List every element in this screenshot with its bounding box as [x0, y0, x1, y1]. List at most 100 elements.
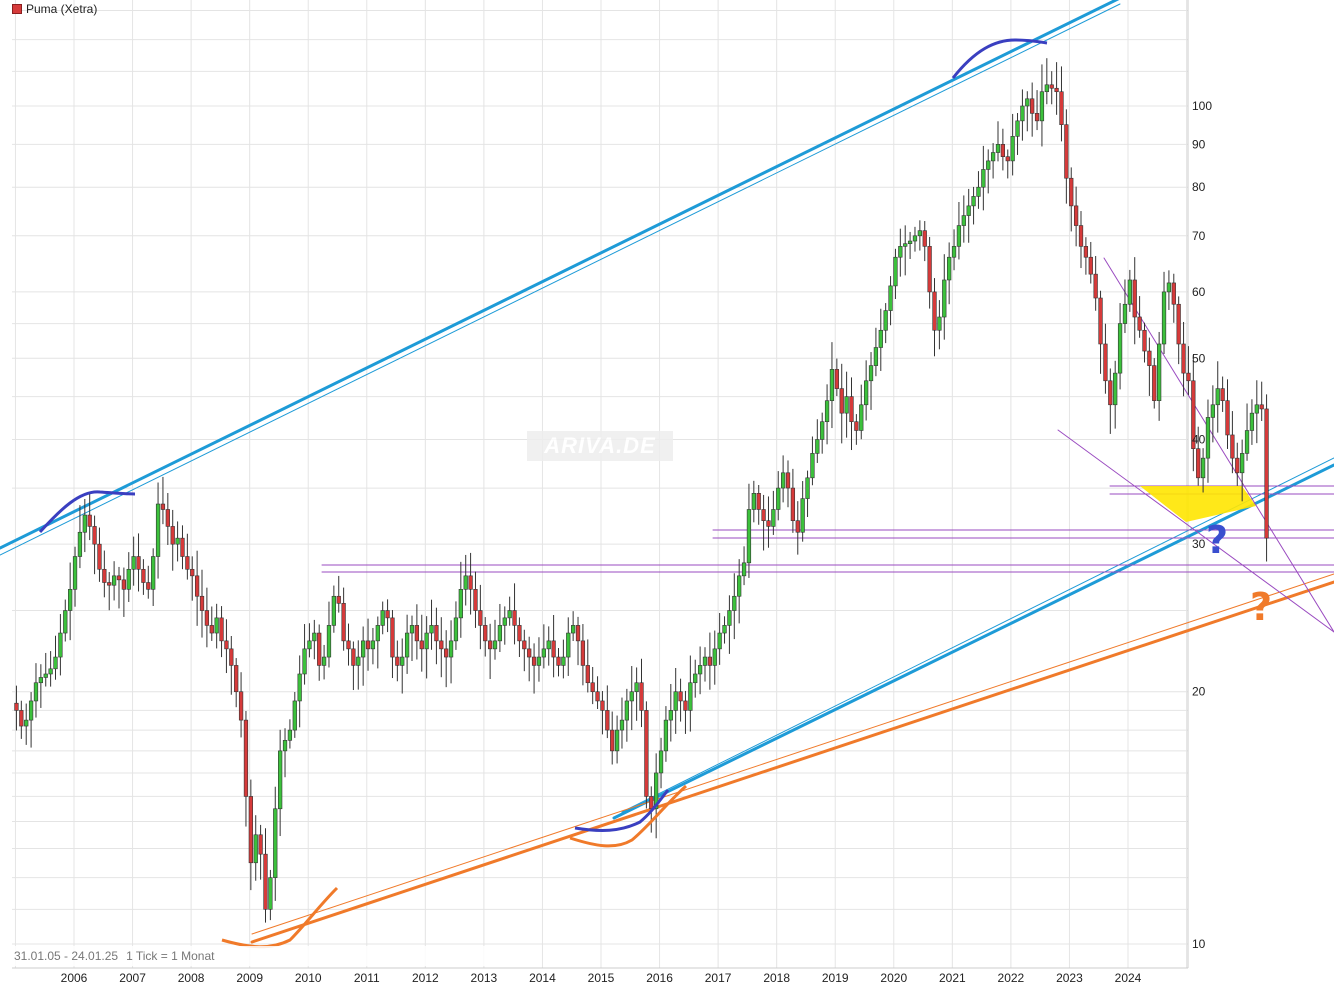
candle-body: [668, 710, 673, 721]
candle: [1152, 358, 1157, 409]
candle-body: [517, 625, 522, 642]
candle: [492, 619, 498, 660]
candle: [234, 658, 239, 708]
candle-body: [512, 610, 517, 626]
y-tick-label: 50: [1192, 351, 1206, 365]
candle-body: [942, 279, 947, 318]
candle: [595, 676, 600, 710]
candle-body: [1205, 417, 1211, 459]
candle: [551, 615, 556, 678]
candle-body: [292, 700, 297, 731]
candle-body: [302, 648, 307, 675]
candle: [165, 493, 170, 545]
candle-body: [1191, 380, 1196, 449]
x-tick-label: 2013: [471, 971, 498, 985]
candle-body: [859, 404, 864, 431]
candle-body: [1078, 225, 1084, 247]
candle-body: [1015, 120, 1020, 137]
candle-body: [790, 487, 796, 521]
candle-body: [1059, 91, 1064, 125]
candle-body: [224, 640, 229, 650]
candle-body: [234, 665, 239, 693]
candle-body: [561, 656, 566, 666]
candle-body: [185, 556, 190, 570]
candle: [536, 637, 542, 682]
candle-body: [1230, 434, 1235, 459]
y-tick-label: 90: [1192, 137, 1206, 151]
candle: [771, 490, 776, 535]
candle-body: [238, 691, 244, 721]
candle: [1176, 296, 1181, 365]
candle-body: [1064, 124, 1069, 179]
candle: [1127, 269, 1132, 312]
candle-body: [312, 632, 317, 642]
candle-body: [1254, 404, 1259, 414]
candle: [1088, 241, 1093, 284]
candle-body: [14, 702, 19, 711]
candle-body: [805, 477, 810, 499]
candle: [600, 691, 605, 735]
candle-body: [63, 610, 68, 634]
candle: [639, 658, 644, 728]
candle: [111, 561, 117, 601]
candle-body: [868, 365, 874, 382]
upper-channel-line: [0, 0, 1120, 550]
candle: [151, 548, 156, 606]
candle: [629, 666, 634, 731]
candle: [1044, 58, 1049, 105]
candle: [219, 606, 224, 658]
candle: [483, 617, 488, 657]
candle-body: [1020, 105, 1025, 122]
candle-body: [614, 729, 620, 752]
candle-body: [580, 640, 586, 666]
candle: [1186, 346, 1191, 395]
candle: [370, 627, 376, 665]
candle: [43, 652, 48, 687]
candle-body: [404, 632, 410, 658]
candle-body: [146, 582, 151, 590]
candle-body: [48, 668, 53, 675]
candle-body: [487, 640, 493, 650]
candle-body: [937, 316, 942, 331]
candle: [854, 414, 859, 445]
candle-body: [898, 246, 903, 258]
x-tick-label: 2016: [646, 971, 673, 985]
candle-body: [468, 575, 473, 590]
candle: [292, 691, 297, 738]
candle: [273, 786, 278, 901]
candle-body: [463, 575, 468, 590]
candle-body: [878, 329, 883, 348]
target-zone: [1140, 486, 1256, 522]
candle: [424, 616, 429, 679]
candle-body: [912, 235, 918, 242]
candle-body: [864, 380, 869, 406]
candle: [859, 384, 864, 440]
candle-body: [102, 568, 107, 583]
candle-body: [1044, 84, 1049, 93]
candle: [258, 824, 263, 880]
candle-body: [219, 617, 224, 642]
candle-body: [1200, 457, 1206, 479]
x-tick-label: 2014: [529, 971, 556, 985]
candle: [883, 303, 888, 344]
candle: [190, 556, 195, 601]
candle: [404, 614, 410, 674]
candle-body: [810, 453, 815, 479]
candle-body: [1054, 87, 1059, 93]
candle: [458, 561, 463, 638]
candle: [1215, 361, 1220, 433]
candle-body: [1113, 372, 1118, 406]
candle-body: [136, 556, 141, 570]
candle-body: [761, 509, 766, 521]
candle: [1132, 257, 1137, 345]
candle: [160, 476, 166, 525]
candle-body: [678, 691, 683, 702]
x-tick-label: 2021: [939, 971, 966, 985]
candle-body: [903, 243, 908, 247]
candle-body: [97, 543, 102, 570]
candle-body: [654, 772, 659, 810]
candle-body: [107, 582, 112, 586]
candle-body: [575, 625, 581, 642]
candle-body: [932, 291, 937, 331]
candle-body: [116, 575, 122, 581]
